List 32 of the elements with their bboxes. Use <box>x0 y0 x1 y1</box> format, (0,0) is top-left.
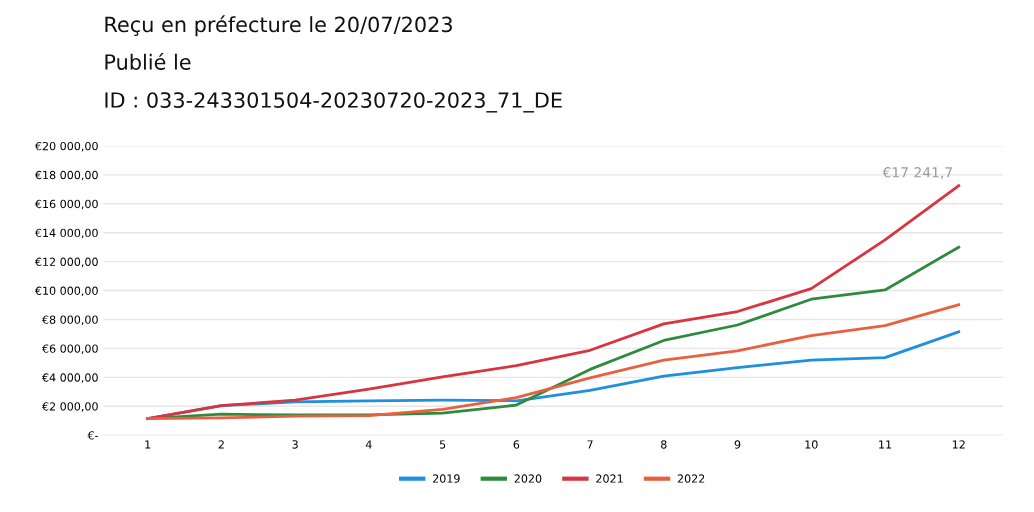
x-tick-label: 7 <box>587 440 593 449</box>
y-tick-label: €2 000,00 <box>41 402 98 412</box>
x-tick-label: 5 <box>439 440 446 449</box>
y-tick-label: €6 000,00 <box>41 344 98 354</box>
y-tick-label: €12 000,00 <box>34 257 98 268</box>
data-label: €17 241,7 <box>882 167 952 179</box>
x-tick-label: 12 <box>952 440 965 449</box>
y-tick-label: €14 000,00 <box>34 228 98 239</box>
y-tick-label: €8 000,00 <box>41 315 98 325</box>
x-tick-label: 10 <box>805 440 818 449</box>
text: Publié le <box>105 52 191 70</box>
legend-label: 2019 <box>433 474 460 483</box>
y-tick-label: €16 000,00 <box>34 199 98 210</box>
x-tick-label: 2 <box>218 440 224 449</box>
text: ID : 033-243301504-20230720-2023_71_DE <box>105 92 562 113</box>
line-series <box>146 303 961 420</box>
legend-label: 2020 <box>514 474 542 483</box>
y-tick-label: €4 000,00 <box>41 373 98 383</box>
y-tick-label: €20 000,00 <box>34 141 98 152</box>
x-tick-label: 3 <box>292 440 298 449</box>
legend-label: 2022 <box>677 474 705 483</box>
text: Reçu en préfecture le 20/07/2023 <box>105 15 452 37</box>
x-tick-label: 6 <box>513 440 520 449</box>
y-tick-label: €10 000,00 <box>34 286 98 297</box>
x-tick-label: 9 <box>734 440 741 449</box>
x-tick-label: 11 <box>879 440 892 449</box>
x-tick-label: 8 <box>661 440 667 449</box>
x-tick-label: 1 <box>145 440 151 449</box>
y-tick-label: €- <box>87 431 98 440</box>
x-tick-label: 4 <box>365 440 372 449</box>
y-tick-label: €18 000,00 <box>34 170 98 181</box>
legend-label: 2021 <box>596 474 623 483</box>
